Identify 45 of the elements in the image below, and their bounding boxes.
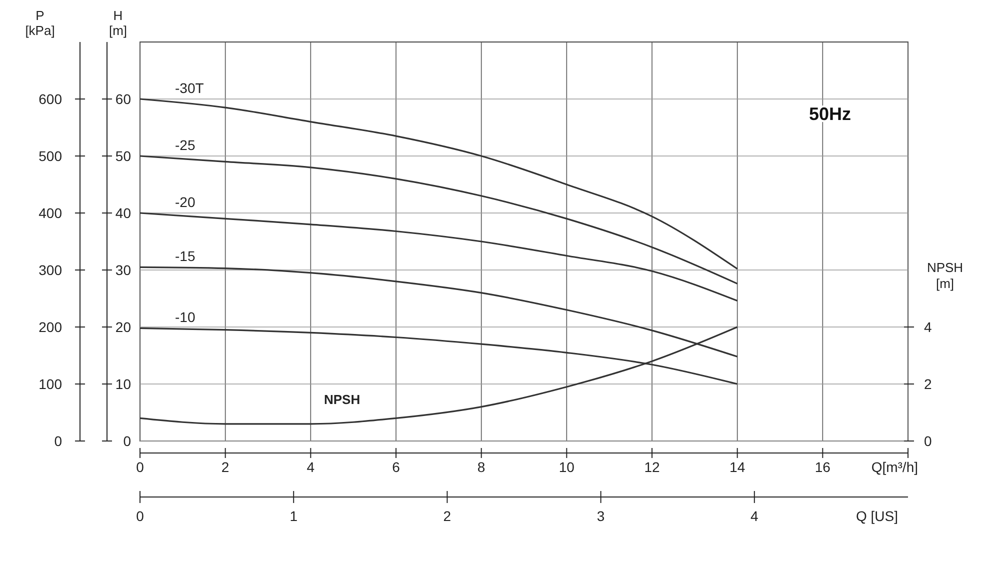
x-tick-label: 4 (306, 459, 315, 475)
y-tick-label: 10 (115, 376, 132, 392)
y2-tick-label: 2 (924, 376, 932, 392)
line-series (139, 155, 738, 284)
series-label: -30T (175, 80, 204, 96)
y-tick-label: 40 (115, 205, 132, 221)
y-tick-label: 30 (115, 262, 132, 278)
x2-tick-label: 4 (750, 508, 758, 524)
line-series (139, 212, 738, 302)
y3-tick-label: 600 (38, 91, 62, 107)
y-axis-title: H [m] (108, 8, 128, 38)
series-label: -15 (175, 248, 196, 264)
y3-axis-title: P [kPa] (25, 8, 55, 38)
x-tick-label: 16 (814, 459, 831, 475)
y-tick-label: 50 (115, 148, 132, 164)
x2-axis-title: Q [US] (856, 508, 898, 524)
x2-tick-label: 3 (596, 508, 605, 524)
x2-tick-label: 0 (136, 508, 144, 524)
x-tick-label: 6 (392, 459, 400, 475)
x-tick-label: 12 (644, 459, 660, 475)
y2-tick-label: 4 (924, 319, 932, 335)
y-tick-label: 60 (115, 91, 132, 107)
y3-tick-label: 0 (54, 433, 62, 449)
x-tick-label: 10 (558, 459, 575, 475)
series-label: NPSH (324, 392, 360, 408)
x-tick-label: 14 (730, 459, 746, 475)
x-tick-label: 2 (221, 459, 230, 475)
series-label: -25 (175, 137, 196, 153)
line-series (139, 98, 738, 270)
y3-tick-label: 100 (38, 376, 62, 392)
x-tick-label: 8 (477, 459, 486, 475)
y-tick-label: 0 (123, 433, 132, 449)
y-tick-label: 20 (115, 319, 132, 335)
y3-tick-label: 500 (38, 148, 62, 164)
y2-tick-label: 0 (924, 433, 932, 449)
x2-tick-label: 2 (443, 508, 452, 524)
x-axis-title: Q[m³/h] (871, 459, 918, 475)
series-label: -20 (175, 194, 196, 210)
series-label: -10 (175, 309, 196, 326)
y3-tick-label: 300 (38, 262, 62, 278)
y3-tick-label: 400 (38, 205, 62, 221)
x2-tick-label: 1 (290, 508, 298, 524)
y3-tick-label: 200 (38, 319, 62, 335)
x-tick-label: 0 (136, 459, 144, 475)
y2-axis-title: NPSH [m] (926, 260, 964, 291)
